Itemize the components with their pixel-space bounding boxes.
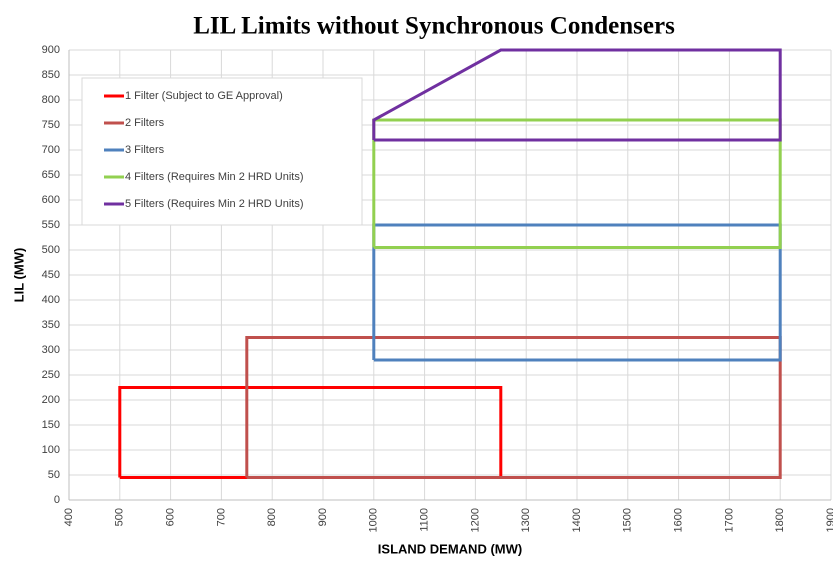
- legend-label: 4 Filters (Requires Min 2 HRD Units): [125, 171, 303, 183]
- series-line: [372, 48, 782, 142]
- y-tick-label: 200: [42, 394, 60, 406]
- x-tick-label: 1600: [673, 508, 685, 532]
- x-tick-label: 1900: [825, 508, 833, 532]
- y-tick-label: 600: [42, 194, 60, 206]
- y-tick-label: 100: [42, 444, 60, 456]
- x-tick-label: 1700: [723, 508, 735, 532]
- chart-title: LIL Limits without Synchronous Condenser…: [193, 13, 675, 40]
- y-tick-label: 850: [42, 69, 60, 81]
- y-tick-label: 400: [42, 294, 60, 306]
- x-tick-label: 900: [317, 508, 329, 526]
- y-tick-label: 250: [42, 369, 60, 381]
- legend-label: 3 Filters: [125, 144, 165, 156]
- y-tick-label: 50: [48, 469, 60, 481]
- x-tick-label: 500: [114, 508, 126, 526]
- x-tick-label: 1400: [571, 508, 583, 532]
- y-tick-label: 0: [54, 494, 60, 506]
- legend-label: 1 Filter (Subject to GE Approval): [125, 90, 283, 102]
- y-tick-label: 350: [42, 319, 60, 331]
- x-tick-label: 800: [266, 508, 278, 526]
- legend-label: 2 Filters: [125, 117, 165, 129]
- x-tick-label: 700: [215, 508, 227, 526]
- y-axis-label: LIL (MW): [11, 248, 26, 303]
- x-tick-label: 400: [63, 508, 75, 526]
- y-tick-label: 550: [42, 219, 60, 231]
- y-tick-label: 750: [42, 119, 60, 131]
- x-tick-label: 1500: [622, 508, 634, 532]
- series-line: [118, 386, 503, 479]
- y-tick-label: 500: [42, 244, 60, 256]
- legend-label: 5 Filters (Requires Min 2 HRD Units): [125, 198, 303, 210]
- y-tick-label: 650: [42, 169, 60, 181]
- x-tick-label: 600: [165, 508, 177, 526]
- y-tick-label: 800: [42, 94, 60, 106]
- y-tick-label: 700: [42, 144, 60, 156]
- legend: 1 Filter (Subject to GE Approval) 2 Filte…: [81, 77, 363, 226]
- y-tick-label: 300: [42, 344, 60, 356]
- y-tick-label: 150: [42, 419, 60, 431]
- x-tick-label: 1800: [774, 508, 786, 532]
- x-tick-label: 1100: [419, 508, 431, 532]
- x-axis-label: ISLAND DEMAND (MW): [378, 541, 522, 556]
- x-tick-label: 1300: [520, 508, 532, 532]
- legend-box: [81, 77, 363, 226]
- x-tick-label: 1000: [368, 508, 380, 532]
- y-tick-label: 450: [42, 269, 60, 281]
- y-tick-label: 900: [42, 44, 60, 56]
- x-tick-label: 1200: [469, 508, 481, 532]
